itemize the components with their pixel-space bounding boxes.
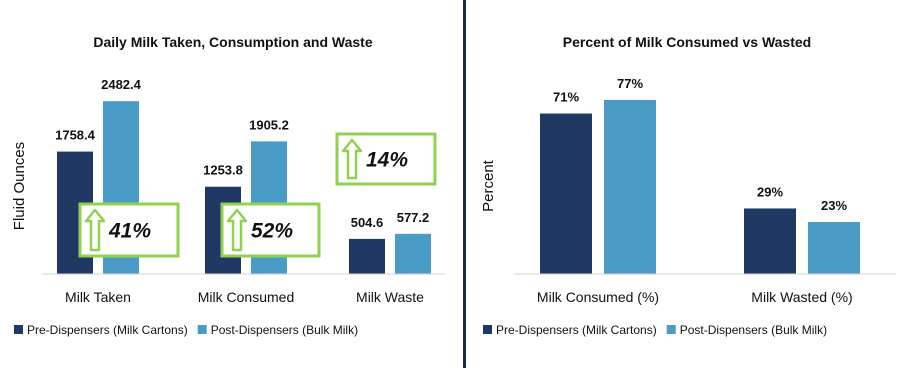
data-label-pre-0: 1758.4 [55,128,96,143]
data-label-post-2: 577.2 [397,210,430,225]
y-axis-label: Percent [480,159,497,212]
data-label-post-1: 1905.2 [249,117,289,132]
data-label-pre-1: 29% [757,184,783,199]
bar-pre-2 [349,238,385,274]
category-label-0: Milk Consumed (%) [537,289,659,305]
legend-swatch-pre [483,325,492,334]
bar-post-1 [808,222,860,274]
bar-pre-0 [540,113,592,274]
data-label-pre-0: 71% [553,90,579,105]
up-arrow-icon [226,208,248,252]
category-label-2: Milk Waste [356,289,424,305]
chart-milk-fluid-ounces: Daily Milk Taken, Consumption and Waste F… [11,34,445,337]
data-label-pre-1: 1253.8 [203,163,243,178]
up-arrow-icon [341,138,363,180]
legend-entry-pre: Pre-Dispensers (Milk Cartons) [496,323,657,337]
bar-post-0 [604,99,656,274]
legend-swatch-post [666,325,676,334]
annotation-text: 14% [366,149,408,172]
data-label-post-0: 2482.4 [101,77,142,92]
legend-entry-post: Post-Dispensers (Bulk Milk) [211,323,358,337]
annotation-box: 41% [78,202,180,258]
legend-entry-post: Post-Dispensers (Bulk Milk) [680,323,827,337]
data-label-pre-2: 504.6 [351,215,384,230]
annotation-text: 52% [251,220,293,243]
annotation-box: 52% [220,202,321,258]
category-label-1: Milk Consumed [198,289,294,305]
legend-swatch-post [197,325,207,334]
chart-title: Daily Milk Taken, Consumption and Waste [93,34,372,50]
data-label-post-1: 23% [821,198,847,213]
y-axis-label: Fluid Ounces [11,142,28,230]
bar-post-2 [395,233,431,274]
annotation-text: 41% [108,220,151,243]
legend-entry-pre: Pre-Dispensers (Milk Cartons) [27,323,188,337]
annotation-box: 14% [335,132,437,186]
up-arrow-icon [84,208,106,252]
legend-swatch-pre [14,325,23,334]
chart-milk-percent: Percent of Milk Consumed vs Wasted Percen… [480,34,896,337]
category-label-0: Milk Taken [65,289,131,305]
bar-pre-1 [744,208,796,274]
data-label-post-0: 77% [617,76,643,91]
category-label-1: Milk Wasted (%) [751,289,852,305]
chart-title: Percent of Milk Consumed vs Wasted [563,34,811,50]
panel-divider [463,0,466,368]
